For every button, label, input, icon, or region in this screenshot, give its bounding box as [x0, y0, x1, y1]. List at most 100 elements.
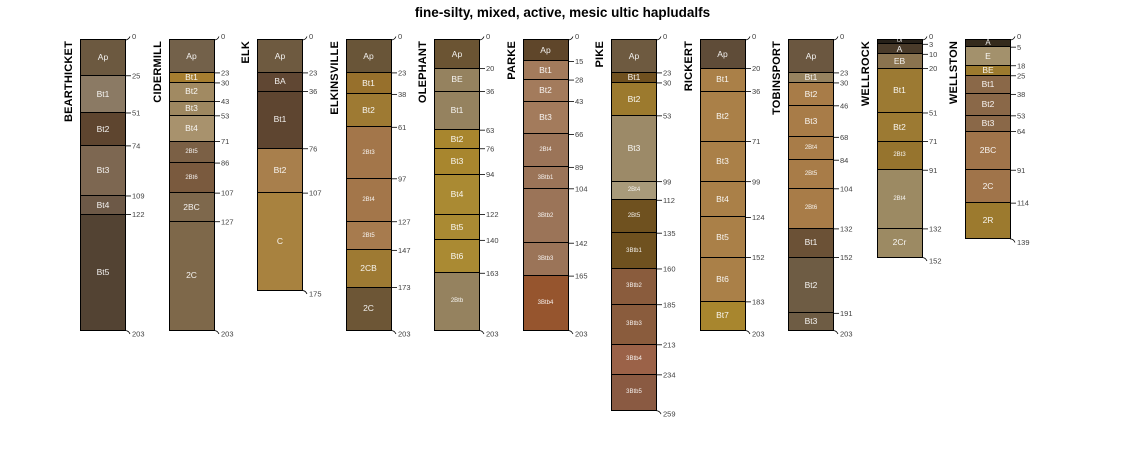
horizon-label: Ap	[805, 50, 817, 61]
horizon-boundary-line	[612, 180, 656, 182]
depth-tick-label: 71	[752, 137, 760, 146]
horizon-label: Bt1	[893, 85, 906, 96]
horizon-block: Ap	[789, 39, 833, 73]
depth-tick-label: 23	[221, 68, 229, 77]
depth-tick-label: 203	[398, 329, 411, 338]
horizon-block: Ap	[435, 39, 479, 69]
depth-tick-label: 0	[575, 32, 579, 41]
horizon-label: Bt1	[981, 79, 995, 90]
horizon-boundary-line	[435, 213, 479, 215]
depth-tick-label: 0	[929, 32, 933, 41]
depth-tick-label: 30	[840, 78, 848, 87]
horizon-block: 2Bt4	[789, 136, 833, 160]
horizon-boundary-line	[81, 74, 125, 76]
profile-name-olephant: OLEPHANT	[417, 40, 429, 103]
depth-tick-label: 15	[575, 57, 583, 66]
horizon-boundary-line	[700, 256, 745, 258]
horizon-boundary-line	[523, 79, 568, 81]
depth-tick-label: 0	[132, 32, 136, 41]
horizon-block: Bt3	[789, 312, 833, 330]
depth-tick-label: 203	[840, 329, 853, 338]
horizon-boundary-line	[612, 303, 656, 305]
horizon-label: 3Btb4	[537, 299, 554, 306]
horizon-boundary-line	[523, 275, 568, 277]
horizon-boundary-line	[435, 173, 479, 175]
profile-column-pike: Ap Bt1 Bt2 Bt3 2Bt4 2Bt5 3Btb1 3Btb2 3Btb3 3Btb4 3…	[611, 38, 657, 412]
depth-tick-label: 259	[663, 409, 676, 418]
horizon-block: Bt5	[700, 216, 745, 257]
depth-tick-label: 109	[132, 191, 145, 200]
horizon-block: Bt2	[700, 91, 745, 142]
horizon-boundary-line	[346, 177, 391, 179]
horizon-label: 2Bt4	[362, 196, 375, 203]
horizon-block: 2Bt5	[789, 159, 833, 189]
horizon-label: Bt2	[716, 110, 729, 121]
horizon-label: 2Bt3	[893, 152, 906, 159]
horizon-label: Bt6	[450, 251, 464, 262]
depth-tick-label: 0	[752, 32, 756, 41]
depth-tick-label: 107	[221, 188, 234, 197]
depth-tick-label: 185	[663, 300, 676, 309]
horizon-boundary-line	[258, 71, 302, 73]
profile-name-cidermill: CIDERMILL	[151, 40, 164, 103]
horizon-label: Bt4	[716, 193, 729, 204]
depth-tick-label: 142	[575, 238, 588, 247]
horizon-block: 3Btb3	[612, 304, 656, 345]
horizon-label: 3Btb1	[537, 174, 554, 181]
depth-tick-label: 20	[929, 64, 937, 73]
depth-tick-label: 107	[309, 188, 322, 197]
horizon-label: 2Bt5	[362, 232, 375, 239]
depth-tick-label: 51	[132, 108, 140, 117]
horizon-boundary-line	[169, 162, 214, 164]
horizon-block: Bt1	[523, 60, 568, 80]
horizon-block: 2C	[169, 221, 214, 330]
horizon-label: 2CB	[360, 263, 377, 274]
horizon-block: Ap	[81, 39, 125, 76]
depth-tick-label: 97	[398, 174, 406, 183]
horizon-label: Bt2	[627, 93, 641, 104]
horizon-label: Bt1	[804, 72, 818, 83]
depth-tick-label: 66	[575, 130, 583, 139]
profile-column-elkinsville: Ap Bt1 Bt2 2Bt3 2Bt4 2Bt5 2CB 2C	[345, 38, 392, 331]
horizon-boundary-line	[612, 267, 656, 269]
horizon-label: Bt3	[981, 117, 995, 128]
horizon-block: Oi	[877, 38, 922, 44]
horizon-block: 2Bt4	[877, 169, 922, 229]
horizon-boundary-line	[81, 213, 125, 215]
horizon-boundary-line	[258, 192, 302, 194]
depth-tick	[921, 35, 927, 40]
horizon-block: 3Btb4	[523, 275, 568, 330]
horizon-boundary-line	[789, 104, 833, 106]
horizon-block: E	[966, 46, 1010, 66]
depth-tick	[301, 289, 308, 294]
depth-tick-label: 61	[398, 122, 406, 131]
horizon-block: BE	[435, 68, 479, 91]
horizon-label: Ap	[628, 50, 640, 61]
depth-tick-label: 84	[840, 155, 848, 164]
horizon-block: BA	[258, 72, 302, 91]
horizon-label: BE	[982, 65, 994, 75]
horizon-block: A	[877, 43, 922, 54]
horizon-block: 2Bt4	[523, 133, 568, 167]
horizon-boundary-line	[789, 227, 833, 229]
horizon-label: A	[985, 38, 991, 48]
horizon-label: Bt2	[96, 123, 110, 134]
horizon-boundary-line	[612, 343, 656, 345]
depth-tick-label: 28	[575, 75, 583, 84]
horizon-boundary-line	[346, 286, 391, 288]
horizon-boundary-line	[523, 242, 568, 244]
horizon-label: 2C	[982, 180, 994, 191]
profile-column-bearthicket: Ap Bt1 Bt2 Bt3 Bt4 Bt5	[80, 38, 126, 331]
horizon-boundary-line	[700, 180, 745, 182]
horizon-label: Bt2	[450, 133, 464, 144]
horizon-block: 3Btb2	[523, 188, 568, 243]
depth-tick-label: 64	[1017, 127, 1025, 136]
depth-tick-label: 76	[486, 144, 494, 153]
horizon-boundary-line	[435, 239, 479, 241]
horizon-label: 2Cr	[892, 237, 907, 248]
horizon-label: Bt5	[716, 231, 729, 242]
horizon-boundary-line	[435, 147, 479, 149]
depth-axis-olephant: 0 20 36 63 76 94 122 140 163 203	[478, 32, 499, 338]
depth-tick	[655, 409, 662, 414]
horizon-label: Bt2	[804, 88, 818, 99]
